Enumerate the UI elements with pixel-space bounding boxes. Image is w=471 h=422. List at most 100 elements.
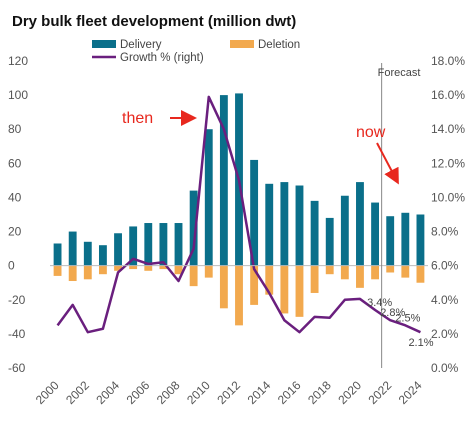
deletion-bar-2008 [174, 265, 183, 275]
deletion-bar-2004 [114, 265, 122, 271]
x-tick-label-2022: 2022 [366, 378, 395, 407]
y-left-tick-label: -60 [8, 361, 26, 375]
deletion-bar-2012 [235, 265, 243, 326]
x-tick-label-2014: 2014 [245, 378, 274, 407]
deletion-bar-2018 [325, 265, 334, 275]
y-left-tick-label: 0 [8, 259, 15, 273]
legend: Delivery Deletion Growth % (right) [92, 39, 300, 64]
delivery-bar-2009 [189, 190, 198, 266]
delivery-bar-2005 [129, 226, 138, 266]
delivery-bar-2002 [83, 241, 92, 266]
y-right-tick-label: 6.0% [431, 259, 459, 273]
y-right-tick-label: 12.0% [431, 156, 465, 170]
y-left-tick-label: 100 [8, 88, 28, 102]
y-left-tick-label: 80 [8, 122, 22, 136]
deletion-bar-2010 [204, 265, 213, 278]
deletion-bar-2015 [280, 265, 289, 314]
deletion-bar-2002 [83, 265, 92, 280]
y-left-tick-label: 20 [8, 225, 22, 239]
delivery-bar-2007 [159, 223, 168, 266]
deletion-bar-2005 [129, 265, 138, 270]
x-tick-label-2000: 2000 [33, 378, 62, 407]
legend-swatch-delivery [92, 40, 116, 48]
y-right-tick-label: 2.0% [431, 327, 459, 341]
deletion-bar-2024 [416, 265, 425, 283]
delivery-bar-2020 [356, 182, 364, 266]
delivery-bar-2008 [174, 223, 183, 266]
deletion-bar-2001 [68, 265, 77, 282]
deletion-bar-2003 [98, 265, 107, 275]
legend-label-deletion: Deletion [258, 39, 300, 51]
y-left-tick-label: -40 [8, 327, 26, 341]
delivery-bar-2022 [386, 216, 395, 266]
chart-title: Dry bulk fleet development (million dwt) [12, 13, 296, 30]
legend-label-delivery: Delivery [120, 39, 162, 51]
y-right-tick-label: 10.0% [431, 190, 465, 204]
y-left-tick-label: 40 [8, 190, 22, 204]
y-right-tick-label: 16.0% [431, 88, 465, 102]
growth-data-label-2022: 2.8% [380, 307, 405, 319]
x-tick-label-2018: 2018 [305, 378, 334, 407]
annotation-then: then [122, 110, 153, 127]
delivery-bar-2010 [204, 129, 213, 266]
plot-area [53, 93, 425, 334]
delivery-bar-2013 [250, 159, 259, 266]
x-tick-label-2008: 2008 [154, 378, 183, 407]
deletion-bar-2000 [53, 265, 62, 276]
delivery-bar-2001 [68, 231, 77, 266]
deletion-bar-2019 [340, 265, 349, 280]
forecast-label: Forecast [378, 67, 421, 79]
growth-line [56, 95, 421, 334]
deletion-bar-2014 [265, 265, 274, 295]
x-tick-label-2024: 2024 [396, 378, 425, 407]
delivery-bar-2019 [340, 195, 349, 266]
deletion-bar-2022 [386, 265, 395, 273]
deletion-bar-2006 [144, 265, 153, 271]
legend-swatch-deletion [230, 40, 254, 48]
deletion-bar-2013 [250, 265, 259, 305]
delivery-bar-2024 [416, 214, 425, 266]
growth-data-label-2021: 3.4% [367, 297, 392, 309]
deletion-bar-2007 [159, 265, 168, 270]
y-right-tick-label: 8.0% [431, 225, 459, 239]
delivery-bar-2003 [98, 245, 107, 266]
x-tick-label-2010: 2010 [184, 378, 213, 407]
growth-data-label-2024: 2.1% [408, 337, 433, 349]
deletion-bar-2009 [189, 265, 198, 287]
annotation-now-arrow [376, 142, 399, 185]
delivery-bar-2018 [325, 217, 334, 266]
deletion-bar-2020 [356, 265, 364, 288]
x-tick-label-2006: 2006 [124, 378, 153, 407]
x-tick-label-2002: 2002 [63, 378, 92, 407]
y-right-tick-label: 18.0% [431, 54, 465, 68]
x-tick-label-2016: 2016 [275, 378, 304, 407]
deletion-bar-2011 [219, 265, 228, 309]
delivery-bar-2006 [144, 223, 153, 266]
y-left-tick-label: 120 [8, 54, 28, 68]
delivery-bar-2017 [310, 200, 319, 266]
y-left-tick-label: 60 [8, 156, 22, 170]
y-left-tick-label: -20 [8, 293, 26, 307]
delivery-bar-2021 [371, 202, 380, 266]
annotations: 3.4%2.8%2.5% 2.1% then now [122, 110, 434, 349]
deletion-bar-2016 [295, 265, 304, 317]
y-right-tick-label: 4.0% [431, 293, 459, 307]
x-tick-label-2012: 2012 [214, 378, 243, 407]
delivery-bar-2004 [114, 233, 122, 266]
y-right-tick-label: 14.0% [431, 122, 465, 136]
deletion-bar-2021 [371, 265, 380, 280]
legend-label-growth: Growth % (right) [120, 52, 204, 64]
x-tick-label-2020: 2020 [335, 378, 364, 407]
delivery-bar-2011 [219, 95, 228, 266]
growth-data-label-2023: 2.5% [395, 312, 420, 324]
deletion-bar-2023 [401, 265, 410, 278]
deletion-bar-2017 [310, 265, 319, 293]
annotation-now: now [356, 124, 386, 141]
x-tick-label-2004: 2004 [93, 378, 122, 407]
delivery-bar-2016 [295, 185, 304, 266]
delivery-bar-2000 [53, 243, 62, 266]
delivery-bar-2023 [401, 212, 410, 266]
delivery-bar-2015 [280, 182, 289, 266]
delivery-bar-2014 [265, 183, 274, 266]
